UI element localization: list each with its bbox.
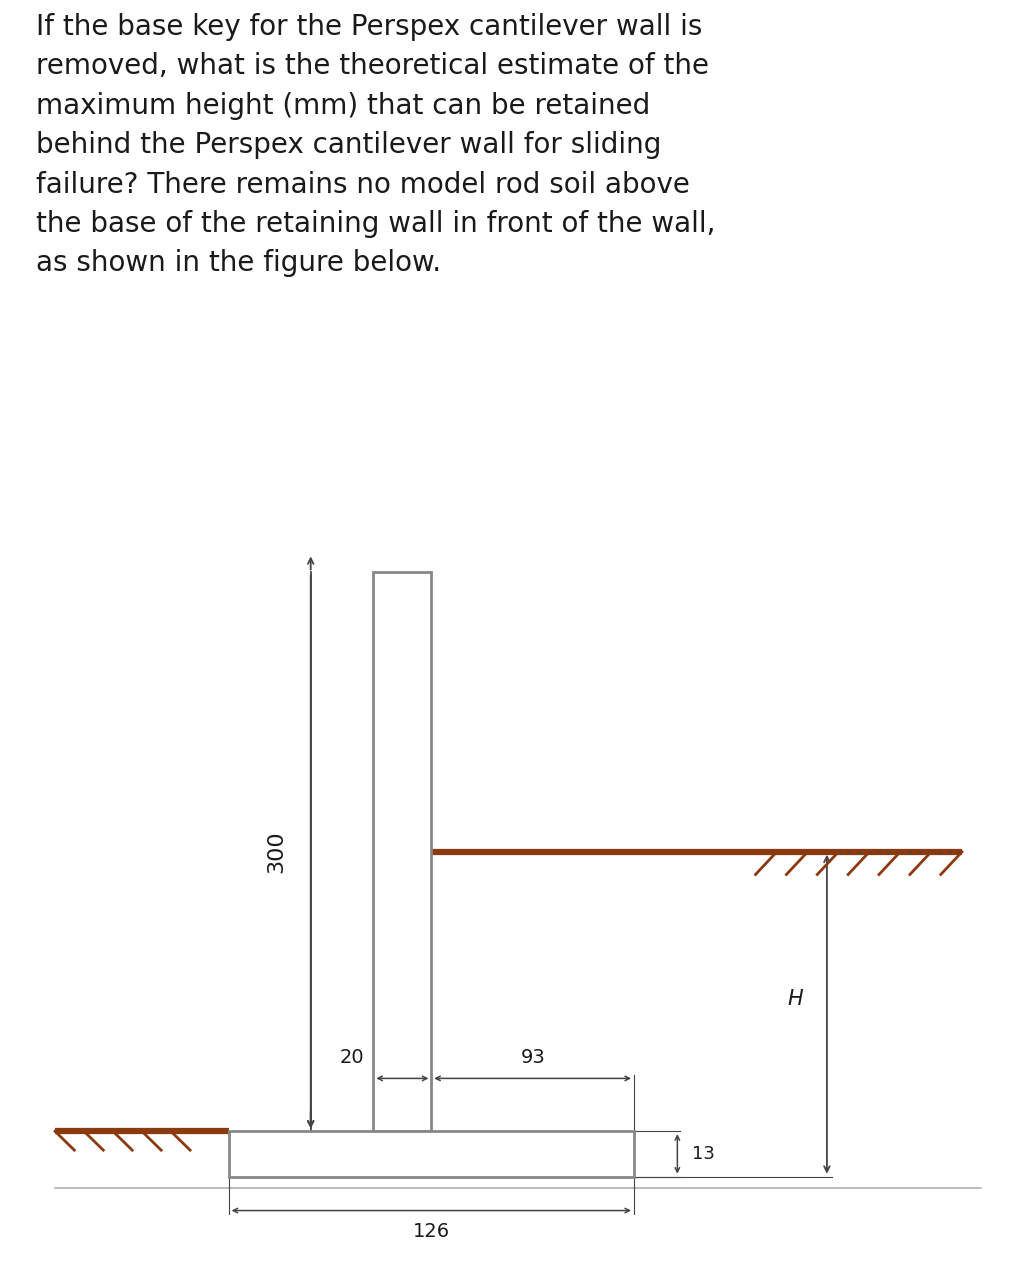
Text: H: H (787, 989, 803, 1009)
Bar (374, 572, 431, 1132)
Bar (229, 1132, 634, 1176)
Text: 13: 13 (692, 1144, 715, 1164)
Text: 300: 300 (266, 831, 287, 873)
Text: If the base key for the Perspex cantilever wall is
removed, what is the theoreti: If the base key for the Perspex cantilev… (36, 13, 716, 278)
Text: 20: 20 (339, 1048, 363, 1068)
Text: 93: 93 (521, 1048, 545, 1068)
Text: 126: 126 (412, 1222, 450, 1240)
